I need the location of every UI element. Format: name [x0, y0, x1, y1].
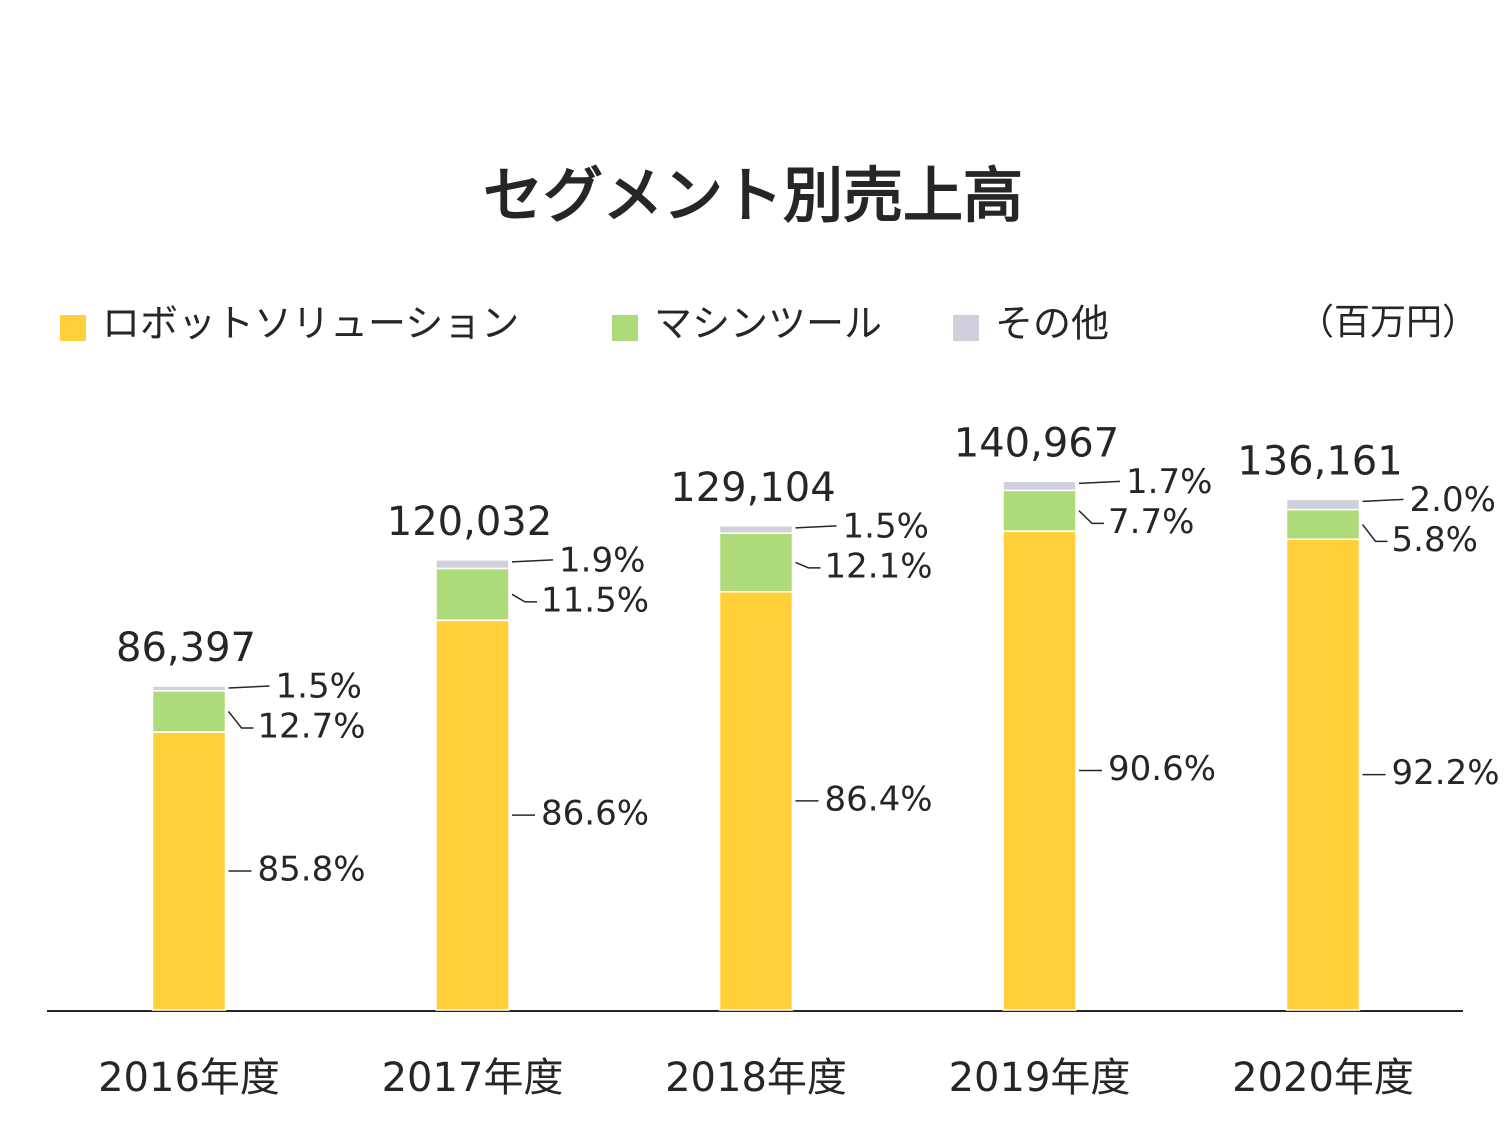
leader-line [795, 525, 837, 529]
data-label: 5.8% [1392, 520, 1478, 560]
bar-segment [1002, 530, 1077, 1011]
leader-line [227, 710, 254, 729]
leader-line [1362, 498, 1404, 503]
data-label: 92.2% [1392, 753, 1500, 793]
bar-segment [718, 590, 794, 1011]
bar-segment [1285, 538, 1361, 1011]
unit-label: （百万円） [1298, 302, 1478, 343]
leader-line [1078, 480, 1121, 485]
total-label: 120,032 [387, 499, 552, 545]
data-label: 7.7% [1108, 502, 1194, 542]
bar-segment [435, 567, 510, 621]
bar-segment [435, 559, 510, 570]
data-label: 86.4% [825, 779, 933, 819]
bar-segment [151, 685, 227, 692]
data-label: 11.5% [541, 580, 649, 620]
legend-swatch [953, 315, 979, 341]
x-tick-label: 2017年度 [382, 1055, 564, 1101]
bar-segment [718, 532, 794, 593]
bar-segment [1285, 498, 1361, 511]
x-tick-label: 2018年度 [665, 1055, 847, 1101]
legend-label: ロボットソリューション [102, 302, 519, 346]
data-label: 1.5% [276, 667, 362, 707]
x-tick-label: 2020年度 [1232, 1055, 1414, 1101]
total-label: 129,104 [670, 465, 835, 511]
data-label: 85.8% [258, 850, 366, 890]
data-label: 12.7% [258, 707, 366, 747]
data-label: 90.6% [1108, 749, 1216, 789]
data-label: 1.7% [1126, 462, 1212, 502]
data-label: 2.0% [1410, 480, 1496, 520]
bar-segment [1002, 489, 1077, 532]
total-label: 136,161 [1237, 438, 1402, 484]
total-label: 86,397 [116, 625, 256, 671]
bar-segment [1002, 480, 1077, 492]
chart-title: セグメント別売上高 [483, 162, 1023, 232]
leader-line [511, 559, 554, 563]
legend-swatch [60, 315, 86, 341]
bar-segment [718, 525, 794, 534]
data-label: 1.9% [559, 540, 645, 580]
bar-segment [435, 619, 510, 1011]
data-label: 86.6% [541, 794, 649, 834]
leader-line [1078, 510, 1104, 525]
legend-swatch [612, 315, 638, 341]
total-label: 140,967 [954, 420, 1119, 466]
x-tick-label: 2019年度 [949, 1055, 1131, 1101]
legend-label: その他 [995, 302, 1109, 346]
bar-segment [151, 690, 227, 733]
leader-line [511, 593, 537, 603]
leader-line [795, 561, 821, 569]
x-tick-label: 2016年度 [98, 1055, 280, 1101]
leader-line [1361, 523, 1388, 543]
bar-segment [151, 731, 227, 1011]
leader-line [228, 685, 270, 689]
data-label: 12.1% [825, 546, 933, 586]
bar-segment [1285, 508, 1361, 540]
legend-label: マシンツール [654, 302, 882, 346]
data-label: 1.5% [843, 506, 929, 546]
